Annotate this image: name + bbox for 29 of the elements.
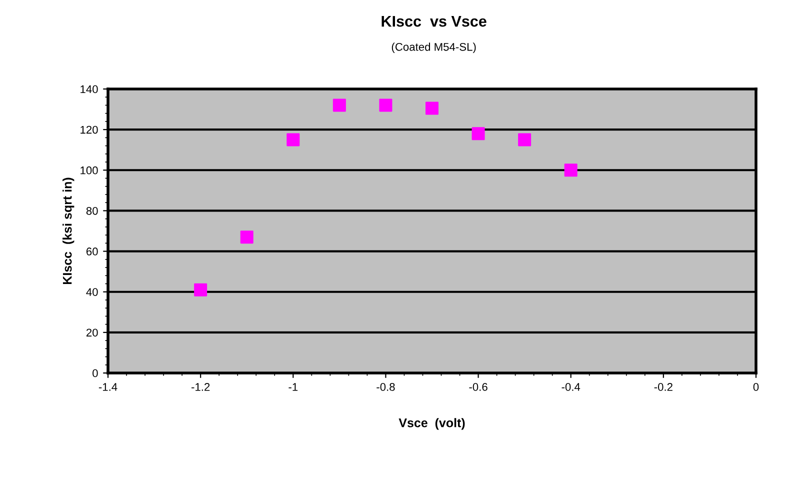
point [240, 230, 254, 244]
x-tick-label: 0 [753, 383, 759, 391]
x-tick-label: -0.6 [469, 383, 488, 391]
y-tick-label: 120 [80, 126, 98, 134]
chart-subtitle: (Coated M54-SL) [392, 42, 476, 54]
x-tick-label: -1.4 [98, 383, 118, 391]
x-tick-label: -1 [288, 383, 298, 391]
y-tick-label: 60 [86, 248, 98, 256]
x-tick-label: -0.8 [376, 383, 395, 391]
point [286, 133, 300, 146]
y-tick-label: 140 [80, 85, 98, 94]
x-tick-label: -1.2 [191, 383, 210, 391]
point [379, 98, 392, 112]
y-tick-label: 40 [86, 288, 98, 296]
x-tick-label: -0.4 [562, 383, 580, 391]
y-tick-label: 0 [92, 369, 98, 378]
point [332, 98, 346, 112]
chart-title: KIscc vs Vsce [382, 16, 486, 27]
point [472, 127, 485, 140]
y-axis-title: KIscc (ksi sqrt in) [62, 178, 74, 284]
point [194, 283, 208, 296]
x-tick-label: -0.2 [654, 383, 672, 391]
x-axis-title: Vsce (volt) [398, 418, 465, 430]
point [425, 102, 439, 115]
y-tick-label: 100 [80, 166, 98, 174]
y-tick-label: 20 [86, 328, 98, 337]
y-tick-label: 80 [86, 206, 98, 215]
point [518, 133, 532, 146]
point [564, 164, 578, 177]
